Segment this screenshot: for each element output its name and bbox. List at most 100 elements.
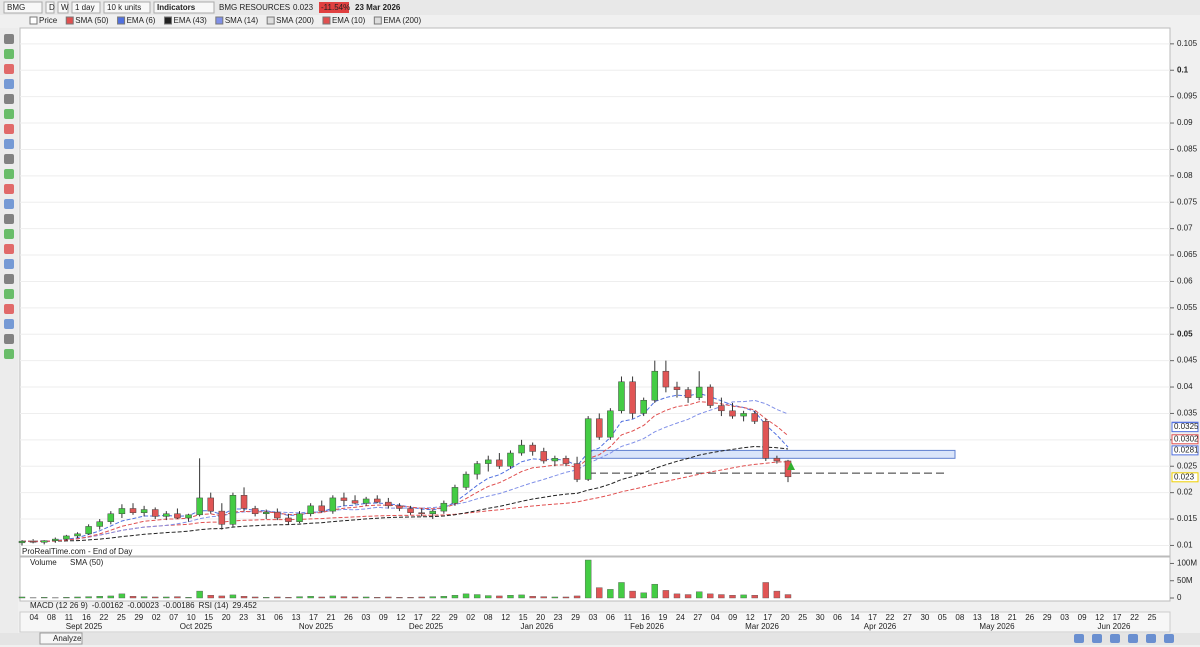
bottom-icon[interactable] [1074,634,1084,643]
tool-icon[interactable] [4,199,14,209]
volume-bar [152,597,158,598]
y-tick-label: 0.055 [1177,303,1198,312]
tool-icon[interactable] [4,244,14,254]
date-label: 08 [484,613,493,622]
toolbar-units[interactable]: 10 k units [107,3,141,12]
tool-icon[interactable] [4,229,14,239]
date-label: 03 [589,613,598,622]
candle-body [541,451,547,461]
tool-icon[interactable] [4,49,14,59]
legend-label: Price [39,16,58,25]
date-label: 29 [571,613,580,622]
legend-label: SMA (14) [225,16,259,25]
volume-bar [441,596,447,598]
volume-bar [297,597,303,598]
toolbar-w[interactable]: W [61,3,69,12]
volume-bar [119,594,125,598]
tool-icon[interactable] [4,289,14,299]
date-label: 08 [955,613,964,622]
date-label: 16 [82,613,91,622]
volume-bar [474,595,480,598]
tool-icon[interactable] [4,274,14,284]
date-label: 20 [536,613,545,622]
candle-body [474,464,480,475]
tool-icon[interactable] [4,139,14,149]
volume-bar [419,597,425,598]
volume-bar [230,595,236,598]
legend-swatch [267,17,274,24]
volume-bar [674,594,680,598]
date-label: 08 [47,613,56,622]
bottom-icon[interactable] [1128,634,1138,643]
analyze-label[interactable]: Analyze [53,634,82,643]
volume-bar [541,597,547,598]
date-label: 23 [554,613,563,622]
indicator-value: RSI (14) [199,601,229,610]
bottom-icon[interactable] [1092,634,1102,643]
toolbar-change: -11.54% [321,3,350,12]
y-tick-label: 0.08 [1177,171,1193,180]
volume-bar [696,592,702,598]
date-label: 29 [134,613,143,622]
bottom-icon[interactable] [1110,634,1120,643]
toolbar-date: 23 Mar 2026 [355,3,401,12]
volume-bar [752,595,758,598]
tool-icon[interactable] [4,334,14,344]
bottom-icon[interactable] [1164,634,1174,643]
tool-icon[interactable] [4,259,14,269]
y-tick-label: 0.06 [1177,277,1193,286]
toolbar-symbol[interactable]: BMG [7,3,25,12]
tool-icon[interactable] [4,124,14,134]
candle-body [729,411,735,416]
volume-bar [452,595,458,598]
date-label: 17 [763,613,772,622]
tool-icon[interactable] [4,34,14,44]
tool-icon[interactable] [4,94,14,104]
candle-body [186,515,192,518]
y-tick-label: 0.05 [1177,329,1193,338]
tool-icon[interactable] [4,64,14,74]
date-label: 26 [344,613,353,622]
tool-icon[interactable] [4,304,14,314]
y-tick-label: 0.065 [1177,250,1198,259]
volume-bar [274,597,280,598]
date-label: 16 [641,613,650,622]
tool-icon[interactable] [4,184,14,194]
toolbar-d[interactable]: D [49,3,55,12]
toolbar-indicators[interactable]: Indicators [157,3,196,12]
tool-icon[interactable] [4,214,14,224]
volume-bar [596,588,602,598]
month-label: Feb 2026 [630,622,664,631]
indicator-value: MACD (12 26 9) [30,601,88,610]
tool-icon[interactable] [4,349,14,359]
candle-body [452,487,458,503]
tool-icon[interactable] [4,154,14,164]
date-label: 25 [1148,613,1157,622]
volume-sma-label: SMA (50) [70,558,104,567]
volume-bar [729,595,735,598]
volume-tick-label: 0 [1177,593,1182,602]
candle-body [63,536,69,539]
volume-bar [186,597,192,598]
candle-body [363,499,369,503]
date-label: 05 [938,613,947,622]
tool-icon[interactable] [4,109,14,119]
candle-body [396,506,402,509]
indicator-value: -0.00162 [92,601,124,610]
volume-bar [363,597,369,598]
month-label: Jan 2026 [521,622,554,631]
tool-icon[interactable] [4,169,14,179]
volume-bar [785,595,791,598]
candle-body [718,406,724,411]
date-label: 02 [466,613,475,622]
bottom-icon[interactable] [1146,634,1156,643]
date-label: 25 [117,613,126,622]
candle-body [197,498,203,515]
volume-bar [97,596,103,598]
volume-bar [130,596,136,598]
tool-icon[interactable] [4,319,14,329]
date-label: 25 [798,613,807,622]
price-zone [588,450,955,458]
tool-icon[interactable] [4,79,14,89]
toolbar-interval[interactable]: 1 day [75,3,95,12]
